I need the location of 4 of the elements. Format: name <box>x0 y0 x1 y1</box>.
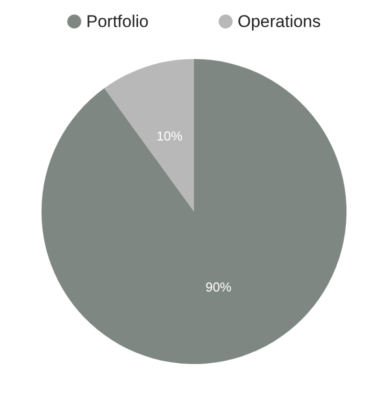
legend-label: Portfolio <box>86 12 149 31</box>
legend-label: Operations <box>238 12 321 31</box>
data-label: 10% <box>156 128 183 144</box>
data-label: 90% <box>205 279 232 294</box>
